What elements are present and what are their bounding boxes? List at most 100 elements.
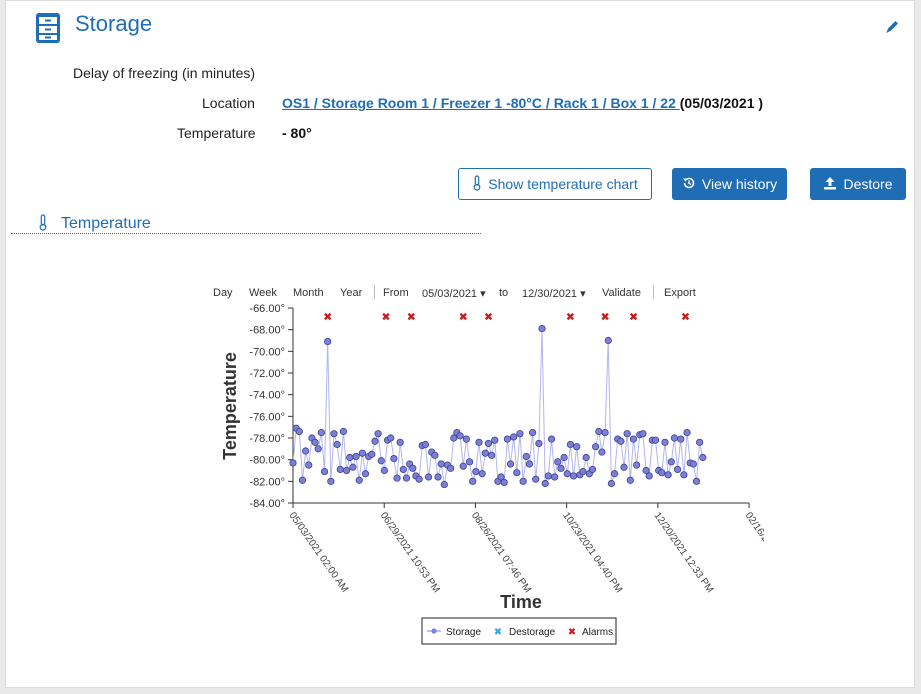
storage-point: [302, 447, 310, 455]
export-button[interactable]: Export: [664, 287, 696, 299]
storage-point: [535, 439, 543, 448]
storage-point: [620, 463, 628, 471]
y-tick-label: -66.00°: [249, 303, 285, 315]
storage-point: [409, 464, 417, 472]
page-title: Storage: [75, 11, 153, 36]
storage-point: [431, 451, 439, 459]
x-tick-label: 08/26/2021 07:46 PM: [469, 510, 533, 595]
from-label: From: [383, 287, 409, 299]
show-temperature-chart-button[interactable]: Show temperature chart: [458, 168, 652, 200]
x-tick-label: 02/16/2022 09:26 A: [743, 510, 764, 588]
storage-point: [547, 435, 556, 443]
storage-point: [333, 440, 341, 449]
toolbar-divider: [653, 285, 654, 299]
storage-point: [569, 472, 578, 480]
location-date: (05/03/2021 ): [679, 95, 764, 111]
storage-point: [295, 427, 303, 436]
storage-point: [525, 460, 534, 468]
storage-point: [434, 473, 442, 481]
storage-panel: Storage Delay of freezing (in minutes) L…: [5, 0, 915, 688]
history-icon: [682, 176, 696, 193]
temperature-section-title: Temperature: [61, 215, 151, 232]
storage-point: [484, 439, 493, 448]
storage-point: [510, 433, 518, 441]
to-date-select[interactable]: 12/30/2021 ▾: [522, 288, 586, 300]
storage-point: [519, 477, 527, 485]
storage-point: [324, 337, 332, 346]
range-month-button[interactable]: Month: [293, 287, 324, 299]
storage-point: [667, 458, 675, 466]
legend-destorage-marker: ✖: [494, 627, 502, 638]
storage-point: [314, 445, 322, 453]
storage-point: [560, 453, 568, 462]
storage-point: [544, 472, 552, 480]
alarm-marker: ✖: [459, 311, 468, 324]
to-label: to: [499, 287, 509, 299]
storage-point: [491, 436, 499, 444]
storage-point: [633, 461, 641, 469]
y-tick-label: -82.00°: [249, 476, 285, 488]
storage-point: [683, 428, 691, 437]
alarm-marker: ✖: [566, 311, 575, 324]
storage-point: [469, 477, 477, 485]
storage-point: [478, 470, 486, 478]
chart-toolbar: Day Week Month Year From 05/03/2021 ▾ to…: [204, 280, 764, 306]
range-year-button[interactable]: Year: [340, 287, 363, 299]
range-week-button[interactable]: Week: [249, 287, 277, 299]
show-temperature-chart-label: Show temperature chart: [488, 176, 638, 192]
storage-point: [528, 428, 537, 437]
storage-point: [651, 436, 660, 444]
destore-button[interactable]: Destore: [810, 168, 906, 200]
storage-point: [371, 437, 379, 445]
y-tick-label: -74.00°: [249, 390, 285, 402]
storage-point: [696, 438, 704, 446]
from-date-value: 05/03/2021: [422, 288, 478, 300]
storage-point: [488, 451, 496, 459]
storage-point: [673, 465, 682, 474]
location-value: OS1 / Storage Room 1 / Freezer 1 -80°C /…: [282, 95, 763, 111]
legend-destorage-label: Destorage: [509, 627, 556, 638]
storage-point: [670, 434, 679, 442]
storage-cabinet-icon: [32, 11, 64, 45]
edit-pencil-icon[interactable]: [884, 19, 900, 35]
storage-point: [639, 430, 647, 438]
storage-point: [298, 476, 307, 484]
alarm-marker: ✖: [323, 311, 332, 324]
legend-storage-marker: [431, 628, 437, 634]
range-day-button[interactable]: Day: [213, 287, 233, 299]
storage-point: [566, 440, 575, 449]
storage-point: [346, 453, 354, 462]
storage-point: [592, 443, 600, 451]
alarm-marker: ✖: [681, 311, 690, 324]
storage-point: [358, 449, 366, 457]
storage-point: [390, 454, 398, 463]
storage-point: [361, 470, 370, 478]
storage-point: [557, 464, 565, 472]
storage-point: [475, 438, 483, 446]
storage-point: [623, 430, 631, 438]
location-link[interactable]: OS1 / Storage Room 1 / Freezer 1 -80°C /…: [282, 95, 680, 111]
storage-point: [554, 458, 562, 466]
toolbar-divider: [374, 285, 375, 299]
x-tick-label: 12/20/2021 12:33 PM: [651, 510, 715, 595]
storage-point: [573, 443, 581, 451]
storage-point: [551, 473, 559, 481]
storage-point: [692, 477, 701, 485]
storage-point: [415, 475, 423, 483]
x-tick-label: 10/23/2021 04:40 PM: [560, 510, 624, 595]
legend-alarms-marker: ✖: [568, 627, 576, 638]
storage-point: [450, 434, 458, 442]
y-tick-label: -76.00°: [249, 411, 285, 423]
storage-point: [500, 478, 508, 487]
view-history-button[interactable]: View history: [672, 168, 787, 200]
storage-point: [342, 466, 351, 475]
alarm-marker: ✖: [484, 311, 493, 324]
storage-series-line: [292, 328, 704, 485]
storage-point: [472, 467, 480, 476]
from-date-select[interactable]: 05/03/2021 ▾: [422, 288, 486, 300]
storage-point: [506, 460, 515, 468]
validate-button[interactable]: Validate: [602, 287, 641, 299]
storage-point: [604, 336, 612, 345]
storage-point: [352, 452, 360, 461]
storage-point: [601, 428, 609, 437]
